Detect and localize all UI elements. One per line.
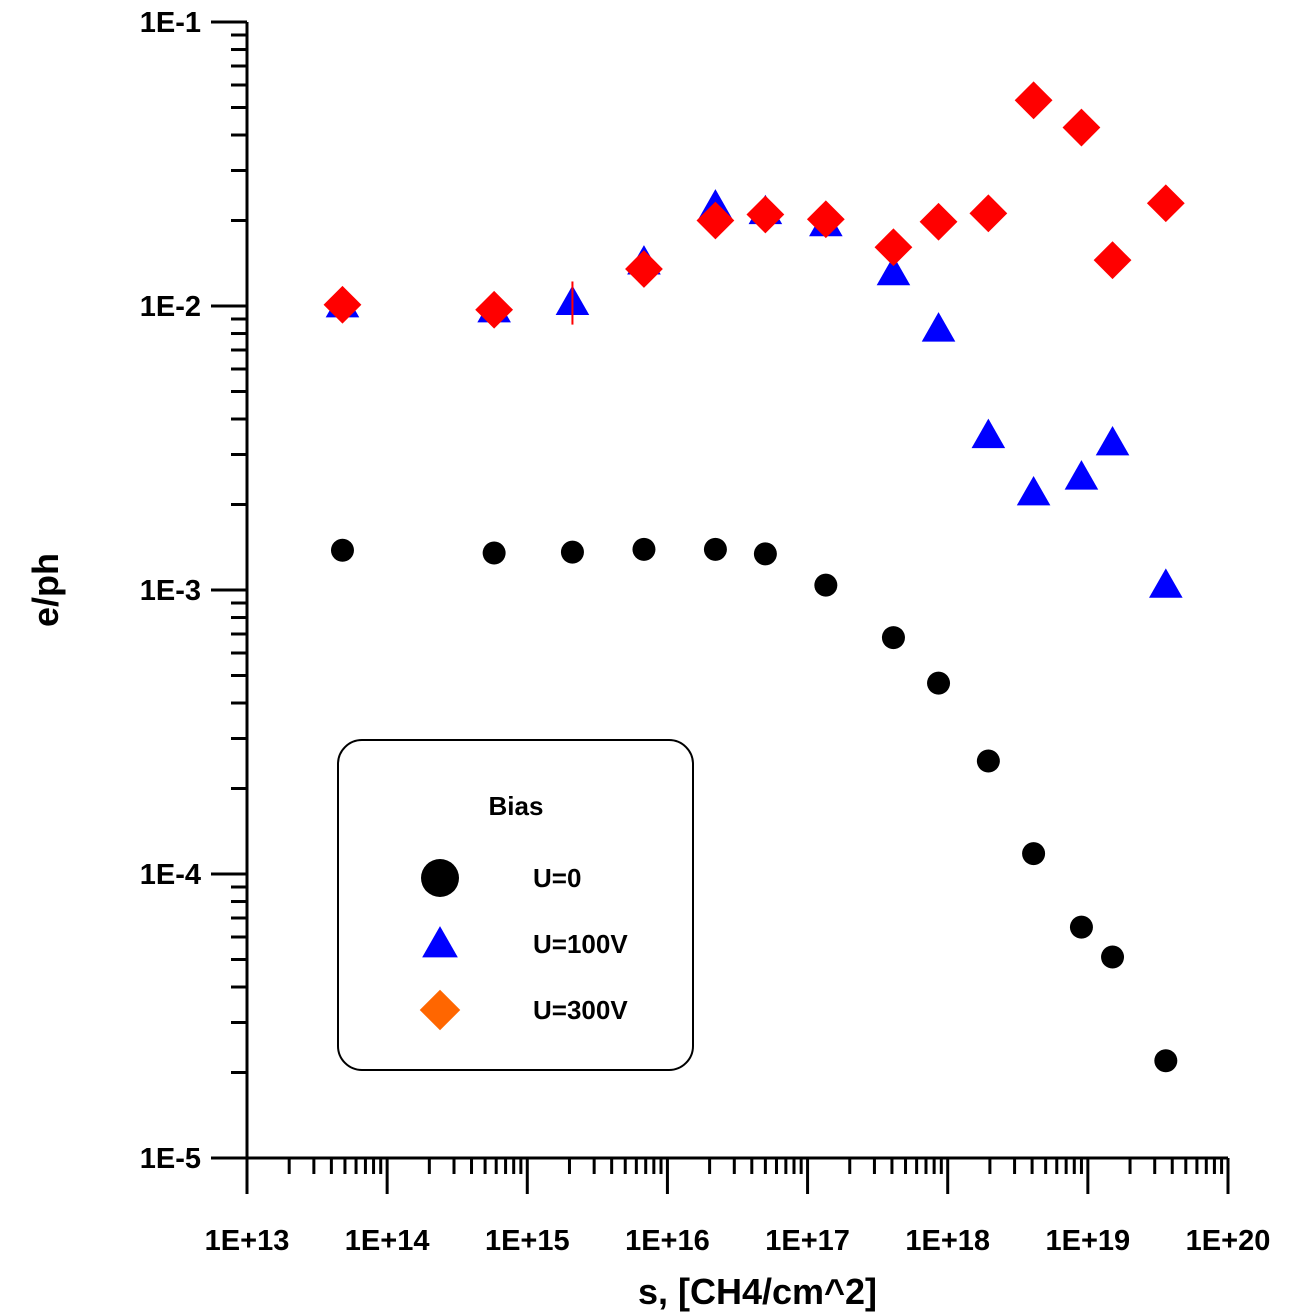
x-tick-label: 1E+15 [485,1225,570,1257]
diamond-point [475,290,514,329]
series-layer [323,81,1185,1073]
diamond-point [1093,241,1132,280]
y-tick-label: 1E-3 [140,575,201,607]
diamond-point [746,195,785,234]
y-tick-label: 1E-2 [140,291,201,323]
x-axis-ticks: 1E+13 1E+14 1E+15 1E+16 1E+17 1E+18 1E+19 1E+20 [205,1158,1271,1257]
x-tick-label: 1E+18 [905,1225,990,1257]
legend-label: U=0 [533,863,581,893]
triangle-point [1064,460,1099,490]
triangle-point [921,312,956,342]
circle-point [1069,915,1093,939]
circle-point [1154,1049,1178,1073]
x-tick-label: 1E+14 [345,1225,430,1257]
x-tick-label: 1E+20 [1186,1225,1271,1257]
diamond-point [919,202,958,241]
circle-point [703,537,727,561]
circle-point [1101,945,1125,969]
triangle-point [971,418,1006,449]
diamond-point [625,250,663,288]
circle-point [814,573,838,597]
diamond-point [969,194,1008,233]
diamond-point [1014,81,1053,120]
plot-area [323,81,1185,1073]
x-axis-label: s, [CH4/cm^2] [638,1271,877,1312]
diamond-point [323,285,362,324]
legend-diamond-icon [419,989,461,1031]
diamond-point [696,201,735,240]
y-tick-label: 1E-1 [140,7,201,39]
triangle-point [1149,568,1183,598]
triangle-point [876,255,911,286]
circle-point [753,542,777,566]
circle-point [482,541,506,565]
diamond-point [806,200,845,239]
y-axis-ticks: 1E-5 1E-4 1E-3 1E-2 1E-1 [140,7,247,1175]
x-tick-label: 1E+13 [205,1225,290,1257]
circle-point [632,537,656,561]
circle-point [560,540,584,564]
legend-circle-icon [421,859,459,897]
y-axis-label: e/ph [25,553,66,627]
circle-point [927,671,951,695]
legend-box [337,739,694,1071]
y-tick-label: 1E-5 [140,1143,201,1175]
legend-items: U=0 U=100V U=300V [419,859,628,1031]
diamond-point [874,228,913,267]
diamond-point [1146,184,1185,223]
circle-point [330,538,354,562]
y-tick-label: 1E-4 [140,859,201,891]
triangle-point [1016,475,1051,506]
x-tick-label: 1E+17 [765,1225,850,1257]
x-tick-label: 1E+16 [625,1225,710,1257]
legend-label: U=100V [533,929,628,959]
legend-triangle-icon [422,926,458,958]
legend: Bias U=0 U=100V U=300V [337,739,694,1071]
diamond-point [1062,108,1101,147]
series-u-100v [325,189,1183,598]
legend-label: U=300V [533,995,628,1025]
circle-point [1022,842,1046,866]
series-u-300v [323,81,1185,329]
circle-point [976,749,1000,773]
legend-title: Bias [489,791,544,821]
x-tick-label: 1E+19 [1046,1225,1131,1257]
series-u-0 [330,537,1178,1073]
triangle-point [1095,425,1130,456]
circle-point [881,626,905,650]
axes: 1E+13 1E+14 1E+15 1E+16 1E+17 1E+18 1E+19 1E+20… [140,7,1271,1257]
